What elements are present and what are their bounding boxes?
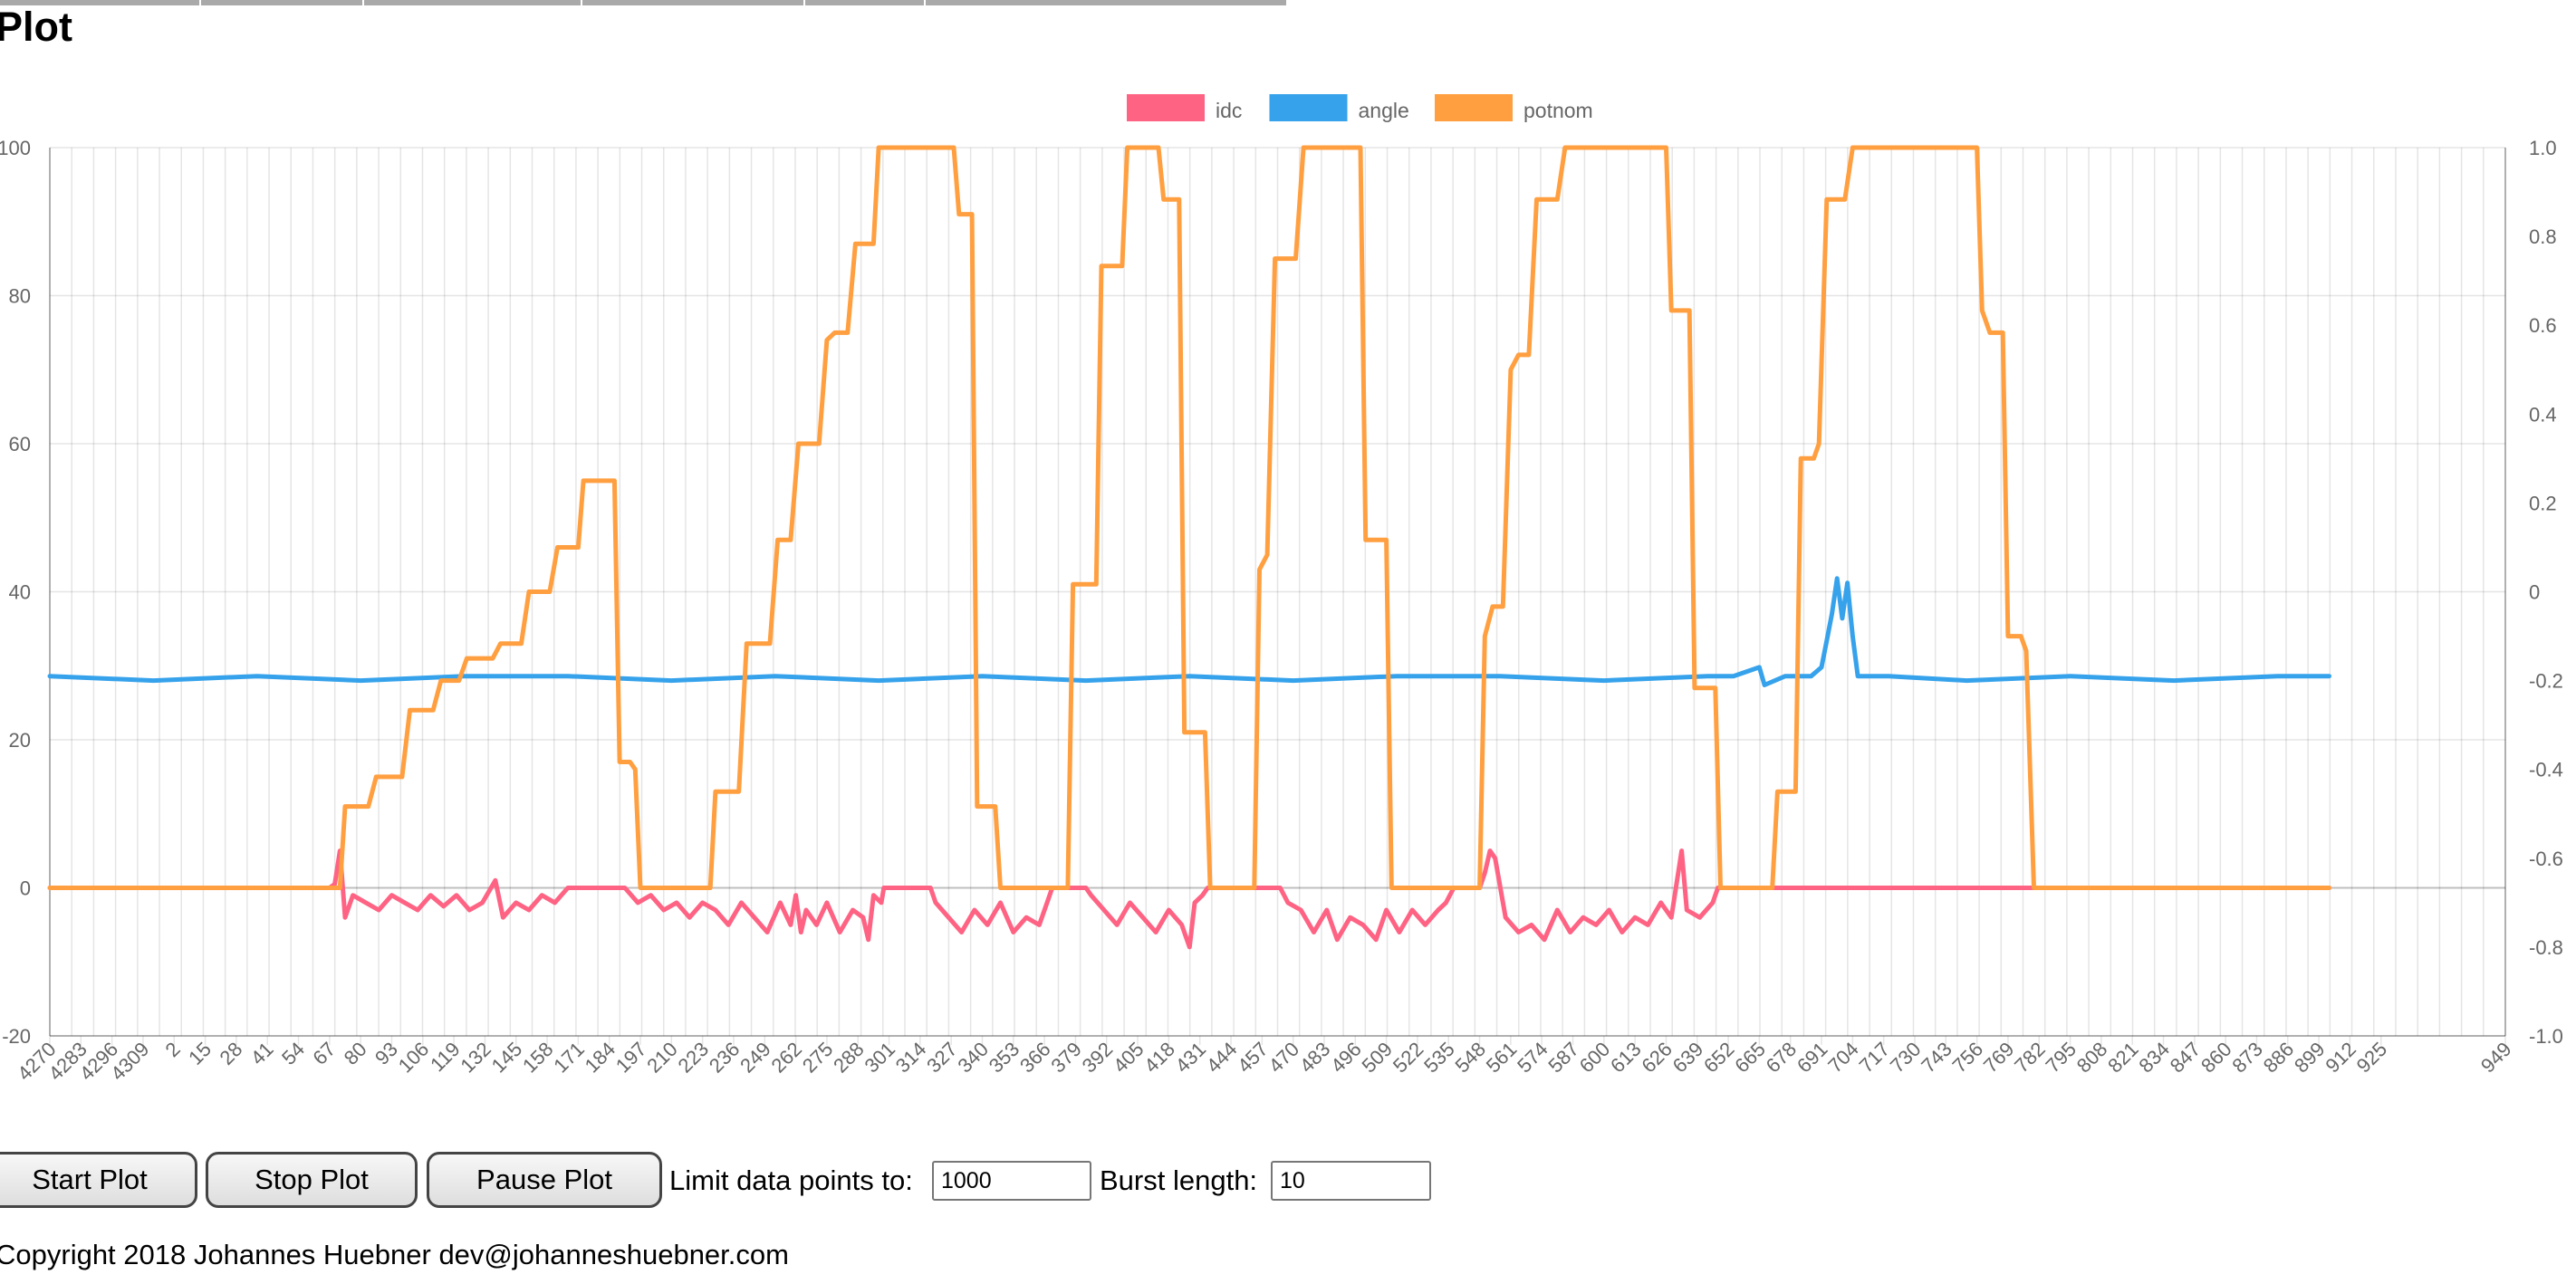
x-tick-label: 15 (184, 1038, 216, 1069)
y-right-tick-label: -0.6 (2529, 848, 2563, 870)
start-plot-button[interactable]: Start Plot (0, 1152, 197, 1208)
tab-1[interactable] (0, 0, 201, 5)
stop-plot-button[interactable]: Stop Plot (206, 1152, 418, 1208)
y-right-tick-label: 1.0 (2529, 137, 2557, 159)
pause-plot-button[interactable]: Pause Plot (427, 1152, 662, 1208)
copyright-footer: Copyright 2018 Johannes Huebner dev@joha… (0, 1239, 789, 1270)
page-title: Plot (0, 4, 72, 50)
limit-data-points-input[interactable] (932, 1161, 1091, 1201)
tab-3[interactable] (364, 0, 582, 5)
y-right-tick-label: -0.8 (2529, 936, 2563, 959)
x-tick-label: 119 (426, 1038, 464, 1076)
tab-2[interactable] (201, 0, 364, 5)
plot-controls: Start Plot Stop Plot Pause Plot Limit da… (0, 1152, 2576, 1210)
y-right-tick-label: -1.0 (2529, 1025, 2563, 1048)
y-left-tick-label: 80 (9, 285, 31, 308)
x-tick-label: 28 (215, 1038, 246, 1069)
y-right-tick-label: 0.8 (2529, 225, 2557, 248)
y-right-tick-label: 0.4 (2529, 403, 2557, 426)
y-left-tick-label: 60 (9, 433, 31, 455)
y-right-tick-label: 0.6 (2529, 314, 2557, 337)
series-line-potnom (47, 145, 2331, 890)
series-line-angle (47, 576, 2331, 687)
x-tick-label: 41 (246, 1038, 278, 1069)
x-tick-label: 80 (340, 1038, 371, 1069)
series-line-idc (47, 848, 2331, 950)
x-tick-label: 54 (277, 1038, 309, 1069)
x-tick-label: 925 (2352, 1038, 2392, 1078)
tab-5[interactable] (805, 0, 926, 5)
y-right-tick-label: 0.2 (2529, 492, 2557, 514)
y-right-tick-label: -0.2 (2529, 670, 2563, 693)
legend-swatch-angle (1269, 94, 1348, 121)
tab-4[interactable] (582, 0, 805, 5)
tab-6[interactable] (926, 0, 1288, 5)
y-left-tick-label: 40 (9, 581, 31, 604)
tab-strip (0, 0, 1288, 5)
x-tick-label: 2 (160, 1038, 184, 1061)
x-tick-label: 949 (2476, 1038, 2516, 1078)
y-left-tick-label: 20 (9, 729, 31, 752)
x-tick-label: 67 (308, 1038, 340, 1069)
y-right-tick-label: 0 (2529, 581, 2540, 604)
y-right-tick-label: -0.4 (2529, 759, 2563, 781)
legend-swatch-idc (1127, 94, 1205, 121)
y-left-tick-label: -20 (2, 1025, 31, 1048)
limit-data-points-label: Limit data points to: (669, 1164, 913, 1196)
legend-swatch-potnom (1435, 94, 1513, 121)
y-left-tick-label: 100 (0, 137, 31, 159)
legend-label-angle: angle (1359, 99, 1409, 122)
legend-label-potnom: potnom (1523, 99, 1593, 122)
burst-length-label: Burst length: (1100, 1164, 1258, 1196)
legend-label-idc: idc (1216, 99, 1242, 122)
burst-length-input[interactable] (1271, 1161, 1431, 1201)
line-chart: 100 80 60 40 20 0 -20 1.0 0.8 0.6 0.4 0.2 0 -0.2 -0.4 -… (0, 94, 2563, 1085)
y-left-tick-label: 0 (20, 877, 31, 900)
